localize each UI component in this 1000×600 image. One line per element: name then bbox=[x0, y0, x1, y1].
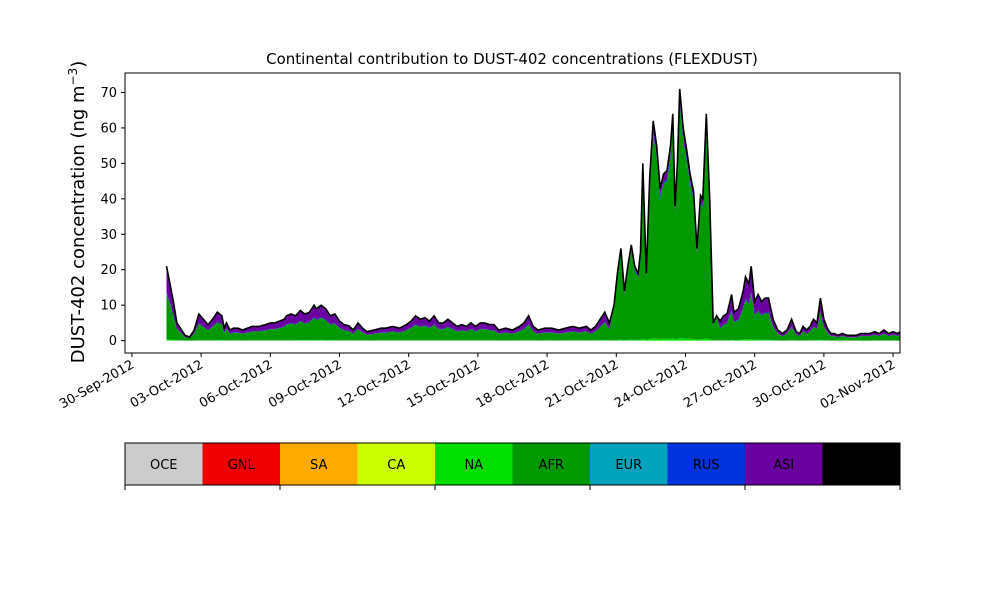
y-tick-label: 0 bbox=[109, 334, 117, 349]
legend-label-ca: CA bbox=[387, 458, 405, 473]
legend-label-eur: EUR bbox=[615, 458, 642, 473]
y-tick-label: 30 bbox=[100, 228, 117, 243]
legend-swatch-gnl bbox=[202, 443, 281, 485]
y-tick-label: 70 bbox=[100, 86, 117, 101]
area-na bbox=[166, 338, 900, 341]
x-tick-label: 09-Oct-2012 bbox=[266, 357, 344, 411]
legend-swatch-sa bbox=[280, 443, 358, 485]
series-line-total bbox=[165, 88, 900, 339]
plot-frame bbox=[124, 72, 901, 354]
legend-label-rus: RUS bbox=[693, 458, 720, 473]
legend-swatch-na bbox=[435, 443, 513, 485]
legend-label-sa: SA bbox=[310, 458, 327, 473]
x-tick-label: 15-Oct-2012 bbox=[405, 357, 483, 411]
legend-swatch-oce bbox=[125, 443, 203, 485]
x-axis: 30-Sep-201203-Oct-201206-Oct-201209-Oct-… bbox=[57, 353, 898, 412]
legend-label-afr: AFR bbox=[539, 458, 564, 473]
x-tick-label: 30-Sep-2012 bbox=[57, 357, 137, 412]
y-tick-label: 60 bbox=[100, 121, 117, 136]
y-tick-label: 20 bbox=[100, 263, 117, 278]
legend-label-aus: AUS bbox=[848, 458, 875, 473]
y-tick-label: 50 bbox=[100, 157, 117, 172]
y-axis: 0 10 20 30 40 50 60 70 bbox=[100, 86, 125, 349]
legend-frame bbox=[124, 442, 901, 486]
plot-area bbox=[165, 88, 900, 341]
x-tick-label: 02-Nov-2012 bbox=[818, 357, 898, 412]
area-afr bbox=[166, 103, 900, 341]
legend-colorbar: OCE GNL SA CA NA AFR EUR RUS ASI AUS bbox=[124, 442, 901, 490]
x-tick-label: 18-Oct-2012 bbox=[474, 357, 552, 411]
legend-label-asi: ASI bbox=[773, 458, 794, 473]
x-tick-label: 30-Oct-2012 bbox=[750, 357, 828, 411]
x-tick-label: 06-Oct-2012 bbox=[197, 357, 275, 411]
x-tick-label: 24-Oct-2012 bbox=[612, 357, 690, 411]
x-tick-label: 03-Oct-2012 bbox=[128, 357, 206, 411]
legend-swatch-afr bbox=[512, 443, 591, 485]
y-axis-label: DUST-402 concentration (ng m−3) bbox=[66, 61, 89, 364]
area-rus bbox=[166, 101, 900, 339]
x-tick-label: 21-Oct-2012 bbox=[543, 357, 621, 411]
legend-swatch-ca bbox=[357, 443, 436, 485]
legend-swatch-aus bbox=[822, 443, 901, 485]
legend-swatch-rus bbox=[667, 443, 746, 485]
y-tick-label: 10 bbox=[100, 299, 117, 314]
legend-label-oce: OCE bbox=[150, 458, 178, 473]
x-tick-label: 27-Oct-2012 bbox=[681, 357, 759, 411]
legend-label-na: NA bbox=[464, 458, 483, 473]
chart-title: Continental contribution to DUST-402 con… bbox=[266, 50, 758, 68]
legend-label-gnl: GNL bbox=[228, 458, 256, 473]
x-tick-label: 12-Oct-2012 bbox=[335, 357, 413, 411]
area-asi bbox=[166, 88, 900, 339]
legend-swatch-asi bbox=[745, 443, 823, 485]
y-tick-label: 40 bbox=[100, 192, 117, 207]
legend-swatch-eur bbox=[590, 443, 668, 485]
